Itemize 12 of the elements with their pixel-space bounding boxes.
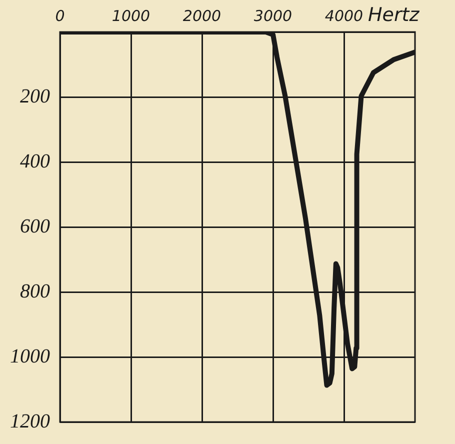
x-tick-label: 3000 (254, 6, 292, 25)
x-tick-label: 0 (55, 6, 65, 25)
x-tick-label: 4000 (324, 6, 364, 25)
x-tick-label: 1000 (112, 6, 150, 25)
y-tick-label: 800 (20, 280, 50, 302)
x-tick-label: 2000 (182, 6, 222, 25)
y-tick-label: 200 (20, 85, 50, 108)
x-axis-title: Hertz (368, 4, 420, 26)
y-tick-label: 600 (20, 215, 50, 238)
y-tick-label: 1200 (10, 410, 50, 432)
y-tick-label: 1000 (10, 345, 50, 368)
y-tick-label: 400 (20, 150, 50, 172)
